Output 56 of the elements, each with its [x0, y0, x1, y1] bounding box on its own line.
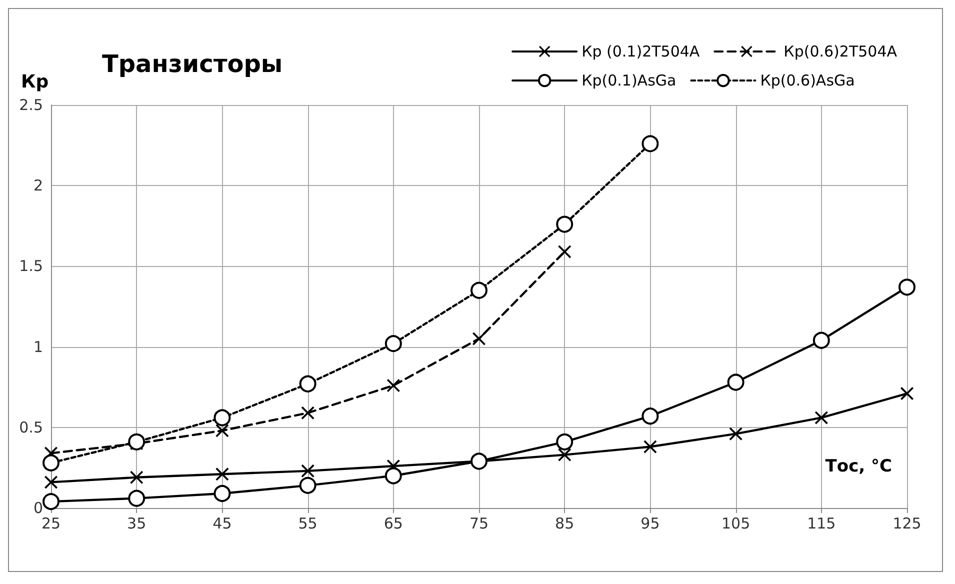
legend-label: Кр(0.1)AsGa [582, 72, 676, 90]
point [727, 374, 744, 391]
point [216, 468, 229, 481]
y-tick-label: 1.5 [19, 257, 43, 276]
point [642, 408, 659, 425]
point [299, 476, 316, 494]
legend-label: Кр(0.6)2T504A [784, 42, 898, 60]
legend-label: Кр (0.1)2T504A [582, 42, 700, 60]
x-tick-label: 35 [127, 514, 146, 532]
point [558, 448, 572, 462]
point [301, 464, 314, 478]
point [470, 282, 488, 299]
point [644, 440, 657, 454]
x-tick-label: 95 [640, 514, 660, 532]
point [729, 427, 742, 440]
point [642, 135, 659, 152]
point [214, 409, 231, 426]
point [814, 411, 828, 424]
point [301, 406, 314, 420]
x-tick-label: 45 [212, 514, 232, 532]
x-tick-label: 85 [555, 514, 574, 532]
x-tick-label: 55 [298, 514, 318, 532]
point [42, 454, 60, 472]
point [42, 493, 60, 510]
point [558, 245, 572, 258]
point [299, 375, 316, 392]
y-tick-label: 0 [33, 499, 43, 517]
y-tick-label: 2.5 [19, 96, 43, 114]
point [556, 216, 574, 233]
point [384, 335, 402, 352]
x-tick-label: 65 [384, 514, 403, 532]
point [472, 332, 486, 346]
point [900, 387, 914, 400]
x-tick-label: 75 [469, 514, 489, 532]
x-axis-title: Тос, °C [825, 456, 892, 476]
point [898, 278, 916, 296]
point [128, 490, 146, 507]
point [214, 484, 231, 502]
x-tick-label: 25 [41, 514, 61, 532]
legend-label: Кр(0.6)AsGa [760, 72, 855, 90]
y-tick-label: 2 [33, 176, 43, 195]
point [384, 467, 402, 484]
point [44, 476, 58, 489]
point [128, 433, 146, 450]
point [386, 378, 400, 392]
x-tick-label: 115 [807, 514, 836, 532]
x-tick-label: 125 [892, 514, 922, 532]
point [556, 433, 574, 450]
chart-title: Транзисторы [102, 50, 283, 78]
point [812, 332, 830, 349]
x-tick-label: 105 [721, 514, 750, 532]
y-tick-label: 1 [33, 338, 43, 356]
y-axis-title: Кр [21, 72, 49, 92]
y-tick-label: 0.5 [19, 418, 43, 436]
point [130, 470, 144, 484]
point [216, 424, 229, 438]
